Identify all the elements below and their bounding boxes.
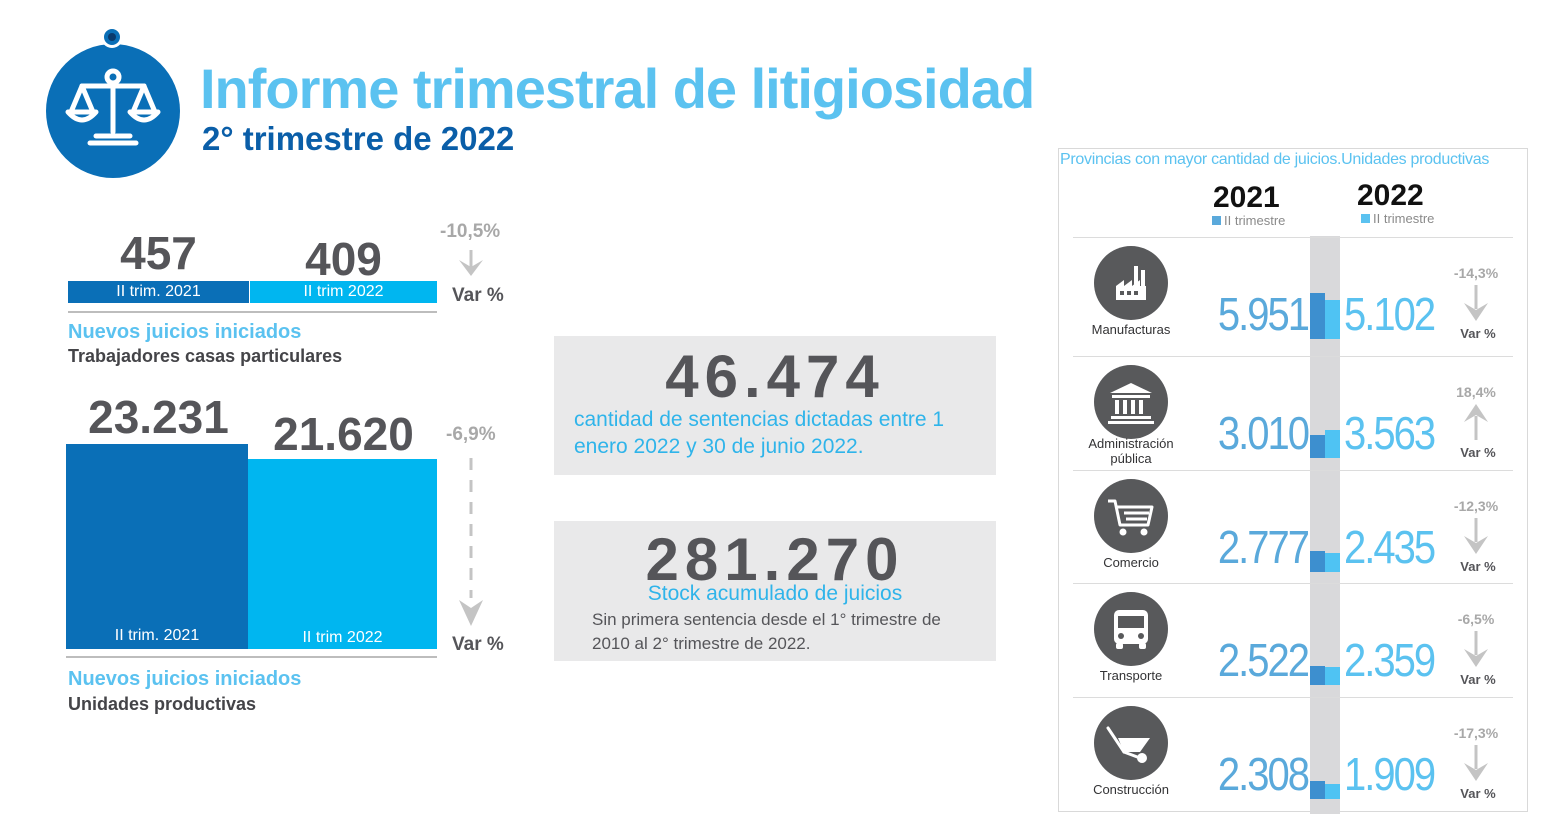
sector-var-label: Var %	[1460, 559, 1496, 574]
sector-variation: -17,3%	[1453, 725, 1499, 741]
stock-value: 281.270	[645, 526, 905, 593]
sector-var-label: Var %	[1460, 786, 1496, 801]
sentencias-box: 46.474 cantidad de sentencias dictadas e…	[554, 336, 996, 475]
logo-badge	[46, 44, 180, 178]
chart1-var-label: Var %	[452, 285, 504, 306]
scales-icon	[65, 68, 161, 146]
bus-icon	[1094, 592, 1168, 666]
sector-variation: -6,5%	[1457, 611, 1495, 627]
page-title: Informe trimestral de litigiosidad	[200, 57, 1035, 120]
sector-variation: 18,4%	[1456, 384, 1496, 400]
sector-variation: -14,3%	[1453, 265, 1499, 281]
row-divider	[1073, 237, 1513, 238]
row-divider	[1073, 356, 1513, 357]
down-arrow-icon	[1464, 285, 1488, 321]
legend-2021-label: II trimestre	[1224, 213, 1286, 228]
bar-2022	[1325, 430, 1340, 458]
sector-label: Comercio	[1103, 555, 1159, 570]
value-2021: 3.010	[1217, 408, 1310, 460]
row-divider	[1073, 697, 1513, 698]
legend-2022: II trimestre	[1361, 211, 1434, 226]
bar-2022	[1325, 300, 1340, 339]
chart1-title: Nuevos juicios iniciados	[68, 321, 302, 343]
stock-note: Sin primera sentencia desde el 1° trimes…	[592, 610, 941, 653]
down-arrow-icon	[1464, 745, 1488, 781]
chart1-value-2021: 457	[120, 227, 197, 279]
chart2-title: Nuevos juicios iniciados	[68, 668, 302, 690]
series-2022-header: 2022	[1357, 179, 1424, 212]
sector-var-label: Var %	[1460, 445, 1496, 460]
sector-panel	[1058, 148, 1528, 812]
chart1-value-2022: 409	[305, 233, 382, 285]
row-divider	[1073, 470, 1513, 471]
sector-var-label: Var %	[1460, 672, 1496, 687]
bar-2021	[1310, 435, 1325, 458]
value-2022: 2.359	[1344, 635, 1436, 687]
chart2-subtitle: Unidades productivas	[68, 694, 257, 714]
chart2-value-2022: 21.620	[273, 408, 414, 460]
chart1-bar-label-2021: II trim. 2021	[116, 283, 201, 300]
chart2-baseline	[66, 656, 437, 658]
bar-2022	[1325, 784, 1340, 799]
chart2-bar-2022: II trim 2022	[248, 459, 437, 649]
chart2-var-label: Var %	[452, 634, 504, 655]
legend-2022-label: II trimestre	[1373, 211, 1435, 226]
sector-variation: -12,3%	[1453, 498, 1499, 514]
chart1-down-arrow-icon	[459, 250, 483, 276]
value-2021: 2.522	[1217, 635, 1310, 687]
sector-panel-title: Provincias con mayor cantidad de juicios…	[1060, 151, 1490, 168]
bar-2022	[1325, 553, 1340, 572]
sector-label: Transporte	[1099, 668, 1163, 683]
page-subtitle: 2° trimestre de 2022	[202, 120, 515, 157]
sector-label: Manufacturas	[1091, 322, 1171, 337]
bar-2021	[1310, 293, 1325, 339]
value-2022: 3.563	[1344, 408, 1436, 460]
value-2022: 2.435	[1344, 522, 1436, 574]
chart1-bar-label-2022: II trim 2022	[303, 283, 384, 300]
value-2022: 1.909	[1344, 749, 1436, 801]
sentencias-description: cantidad de sentencias dictadas entre 1 …	[574, 408, 945, 458]
chart1-baseline	[68, 311, 437, 313]
sector-var-label: Var %	[1460, 326, 1496, 341]
up-arrow-icon	[1464, 404, 1488, 440]
chart1-subtitle: Trabajadores casas particulares	[68, 346, 343, 366]
chart2-down-arrow-icon	[459, 458, 483, 626]
chart2-bar-label-2022: II trim 2022	[302, 629, 383, 646]
series-2021-header: 2021	[1213, 181, 1280, 214]
bar-2021	[1310, 666, 1325, 685]
sector-label: Construcción	[1093, 782, 1169, 797]
chart2-bar-2021: II trim. 2021	[66, 444, 248, 649]
value-2021: 5.951	[1217, 289, 1310, 341]
chart2-variation: -6,9%	[446, 424, 496, 445]
chart1-bar-2022: II trim 2022	[250, 281, 437, 303]
bar-2021	[1310, 781, 1325, 799]
stock-box: 281.270 Stock acumulado de juicios Sin p…	[554, 521, 996, 661]
down-arrow-icon	[1464, 631, 1488, 667]
down-arrow-icon	[1464, 518, 1488, 554]
bar-2021	[1310, 551, 1325, 572]
row-divider	[1073, 583, 1513, 584]
value-2021: 2.308	[1217, 749, 1310, 801]
chart1-bar-2021: II trim. 2021	[68, 281, 249, 303]
legend-2021: II trimestre	[1212, 213, 1285, 228]
logo-hanger-center	[108, 33, 116, 41]
shopping-cart-icon	[1094, 479, 1168, 553]
chart2-bar-label-2021: II trim. 2021	[114, 627, 200, 644]
chart2-value-2021: 23.231	[88, 391, 229, 443]
bar-2022	[1325, 667, 1340, 685]
sentencias-value: 46.474	[665, 343, 885, 410]
stock-title: Stock acumulado de juicios	[647, 582, 903, 605]
wheelbarrow-icon	[1094, 706, 1168, 780]
chart1-variation: -10,5%	[440, 221, 501, 242]
factory-icon	[1094, 246, 1168, 320]
government-building-icon	[1094, 365, 1168, 439]
sector-label: Administración pública	[1088, 436, 1174, 466]
value-2022: 5.102	[1344, 289, 1436, 341]
value-2021: 2.777	[1217, 522, 1310, 574]
